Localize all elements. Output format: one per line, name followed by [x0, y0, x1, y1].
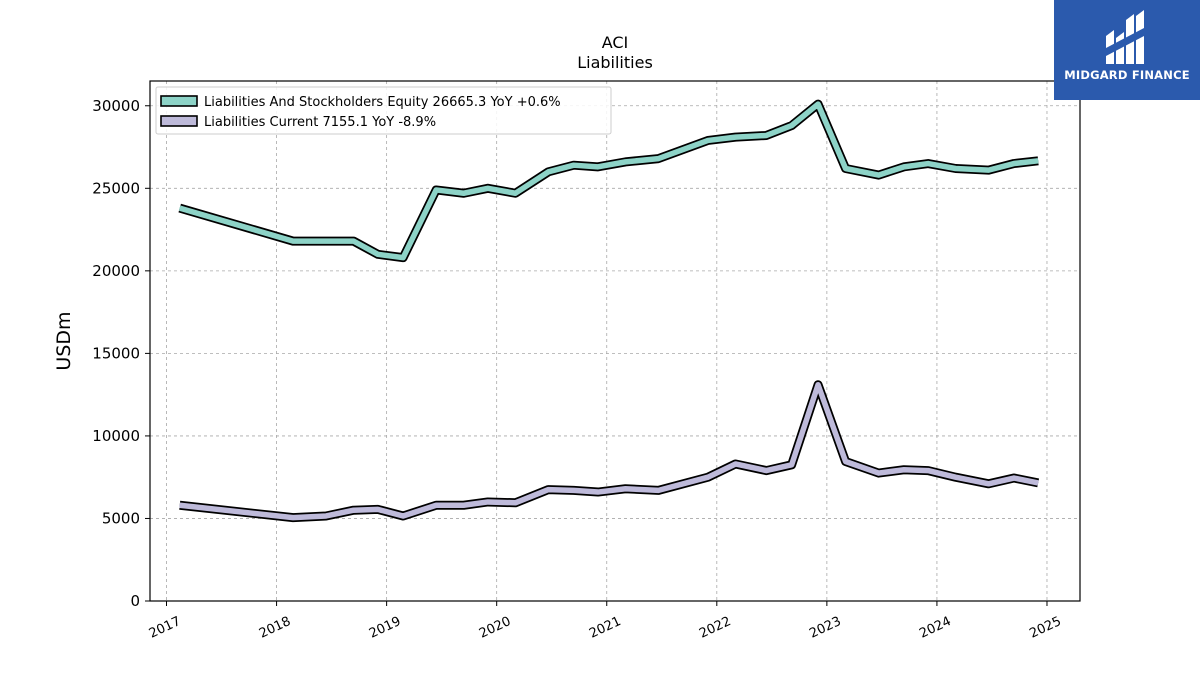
data-point [657, 489, 659, 491]
data-point [292, 517, 294, 519]
brand-logo: MIDGARD FINANCE [1054, 0, 1200, 100]
y-tick-label: 30000 [92, 97, 140, 115]
data-point [292, 240, 294, 242]
data-point [353, 509, 355, 511]
data-point [514, 502, 516, 504]
x-tick-label: 2024 [917, 614, 953, 642]
series-line-outline [179, 380, 1040, 523]
y-tick-label: 0 [130, 592, 140, 610]
data-point [597, 491, 599, 493]
data-point [353, 240, 355, 242]
data-point [377, 253, 379, 255]
x-tick-label: 2018 [257, 614, 293, 642]
x-tick-label: 2020 [477, 614, 513, 642]
data-point [325, 240, 327, 242]
data-point [547, 489, 549, 491]
plot-frame [149, 80, 1081, 602]
x-tick-label: 2025 [1027, 614, 1063, 642]
data-point [927, 163, 929, 165]
data-point [1037, 160, 1039, 162]
data-point [817, 103, 819, 105]
data-point [845, 167, 847, 169]
data-point [903, 469, 905, 471]
data-point [791, 125, 793, 127]
data-point [463, 192, 465, 194]
chart-title: ACI [602, 33, 629, 52]
data-point [377, 508, 379, 510]
x-tick-label: 2017 [147, 614, 183, 642]
data-point [435, 504, 437, 506]
grid [150, 81, 1080, 601]
data-point [735, 136, 737, 138]
x-tick-label: 2021 [587, 614, 623, 642]
data-point [845, 461, 847, 463]
chart-subtitle: Liabilities [577, 53, 653, 72]
data-point [878, 174, 880, 176]
data-point [735, 463, 737, 465]
series-line [178, 101, 1039, 261]
data-point [955, 167, 957, 169]
data-point [903, 166, 905, 168]
data-point [325, 515, 327, 517]
data-point [624, 488, 626, 490]
data-point [707, 139, 709, 141]
logo-text: MIDGARD FINANCE [1064, 68, 1190, 82]
data-point [573, 489, 575, 491]
series-1 [179, 380, 1040, 523]
data-point [179, 207, 181, 209]
y-tick-label: 20000 [92, 262, 140, 280]
x-tick-label: 2022 [697, 614, 733, 642]
series-0 [178, 99, 1039, 263]
data-point [988, 483, 990, 485]
y-axis: 0 5000 10000 15000 20000 25000 30000 [92, 97, 150, 610]
data-point [765, 134, 767, 136]
data-point [791, 464, 793, 466]
data-point [597, 166, 599, 168]
legend-label: Liabilities Current 7155.1 YoY -8.9% [204, 115, 436, 130]
y-tick-label: 25000 [92, 179, 140, 197]
data-point [435, 189, 437, 191]
data-point [765, 470, 767, 472]
data-point [547, 171, 549, 173]
legend-label: Liabilities And Stockholders Equity 2666… [204, 95, 561, 110]
series-line [179, 381, 1039, 521]
series-layer [178, 99, 1040, 523]
data-point [1037, 482, 1039, 484]
legend: Liabilities And Stockholders Equity 2666… [155, 86, 612, 135]
y-tick-label: 5000 [102, 509, 140, 527]
y-tick-label: 10000 [92, 427, 140, 445]
data-point [573, 164, 575, 166]
logo-mark-icon [1106, 10, 1144, 64]
data-point [402, 515, 404, 517]
data-point [988, 169, 990, 171]
x-axis: 2017 2018 2019 2020 2021 2022 2023 2024 2025 [147, 601, 1064, 642]
data-point [463, 504, 465, 506]
x-tick-label: 2019 [367, 614, 403, 642]
data-point [514, 192, 516, 194]
data-point [878, 472, 880, 474]
x-tick-label: 2023 [807, 614, 843, 642]
data-point [487, 501, 489, 503]
data-point [817, 384, 819, 386]
legend-frame [155, 86, 612, 135]
data-point [657, 158, 659, 160]
y-axis-label: USDm [53, 311, 75, 370]
data-point [487, 187, 489, 189]
legend-swatch [160, 95, 198, 107]
legend-swatch [160, 115, 198, 127]
data-point [179, 504, 181, 506]
data-point [927, 470, 929, 472]
data-point [624, 161, 626, 163]
data-point [1013, 163, 1015, 165]
data-point [707, 476, 709, 478]
data-point [402, 257, 404, 259]
data-point [1013, 477, 1015, 479]
y-tick-label: 15000 [92, 344, 140, 362]
data-point [955, 476, 957, 478]
